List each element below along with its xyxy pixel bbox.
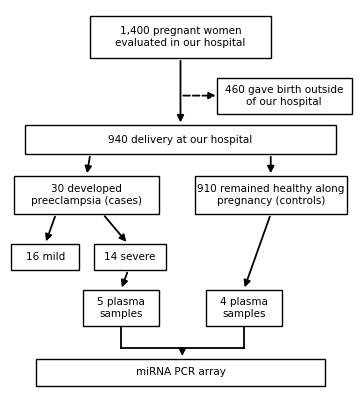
Text: 910 remained healthy along
pregnancy (controls): 910 remained healthy along pregnancy (co… [197, 184, 344, 206]
FancyBboxPatch shape [14, 176, 159, 214]
FancyBboxPatch shape [94, 244, 166, 270]
Text: 460 gave birth outside
of our hospital: 460 gave birth outside of our hospital [225, 85, 343, 107]
FancyBboxPatch shape [25, 125, 336, 154]
FancyBboxPatch shape [217, 78, 352, 114]
Text: miRNA PCR array: miRNA PCR array [136, 367, 225, 378]
FancyBboxPatch shape [206, 290, 282, 326]
Text: 30 developed
preeclampsia (cases): 30 developed preeclampsia (cases) [31, 184, 142, 206]
Text: 1,400 pregnant women
evaluated in our hospital: 1,400 pregnant women evaluated in our ho… [115, 26, 246, 48]
FancyBboxPatch shape [83, 290, 159, 326]
FancyBboxPatch shape [36, 359, 325, 386]
Text: 14 severe: 14 severe [104, 252, 156, 262]
FancyBboxPatch shape [11, 244, 79, 270]
FancyBboxPatch shape [195, 176, 347, 214]
Text: 4 plasma
samples: 4 plasma samples [220, 297, 268, 319]
Text: 5 plasma
samples: 5 plasma samples [97, 297, 145, 319]
Text: 16 mild: 16 mild [26, 252, 65, 262]
Text: 940 delivery at our hospital: 940 delivery at our hospital [108, 134, 253, 144]
FancyBboxPatch shape [90, 16, 271, 58]
